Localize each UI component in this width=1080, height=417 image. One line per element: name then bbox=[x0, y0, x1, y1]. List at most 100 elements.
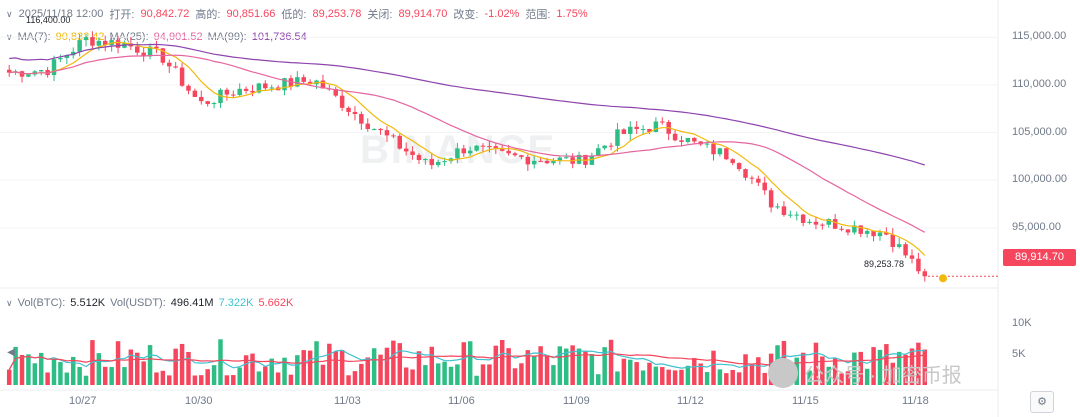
candle-body bbox=[711, 143, 716, 155]
ma99-line bbox=[9, 43, 925, 166]
volume-bar bbox=[922, 349, 928, 385]
volume-bar bbox=[884, 344, 889, 385]
volume-bar bbox=[660, 367, 665, 385]
candle-body bbox=[416, 154, 422, 161]
volume-bar bbox=[666, 369, 671, 385]
candle-body bbox=[512, 153, 518, 156]
candle-body bbox=[301, 77, 306, 82]
candle-body bbox=[211, 103, 217, 105]
close-value: 89,914.70 bbox=[398, 8, 448, 20]
scroll-left-icon[interactable]: ◀ bbox=[7, 347, 15, 358]
volume-bar bbox=[890, 362, 896, 385]
volume-bar bbox=[698, 363, 703, 385]
candle-body bbox=[384, 130, 390, 136]
close-label: 关闭: bbox=[367, 9, 393, 21]
ma-collapse-caret-icon[interactable]: ∨ bbox=[6, 31, 13, 42]
volume-bar bbox=[672, 370, 678, 385]
volume-bar bbox=[333, 351, 338, 385]
candle-body bbox=[224, 89, 230, 95]
candle-body bbox=[397, 135, 403, 149]
volume-bar bbox=[634, 362, 639, 385]
volume-bar bbox=[103, 366, 108, 385]
candle-body bbox=[237, 88, 242, 96]
volume-bar bbox=[916, 342, 921, 385]
ma7-line bbox=[9, 41, 926, 256]
candle-body bbox=[243, 88, 249, 91]
price-tick-label: 110,000.00 bbox=[1012, 77, 1067, 90]
volume-bar bbox=[736, 372, 742, 385]
candle-body bbox=[435, 162, 441, 166]
candle-body bbox=[6, 69, 12, 73]
volume-bar bbox=[480, 364, 486, 385]
candle-body bbox=[58, 58, 63, 60]
volume-bar bbox=[583, 350, 588, 385]
candle-body bbox=[679, 140, 684, 142]
volume-bar bbox=[506, 348, 511, 385]
candle-body bbox=[352, 111, 358, 115]
open-label: 打开: bbox=[109, 9, 135, 21]
high-label: 高的: bbox=[195, 9, 221, 21]
candle-body bbox=[660, 121, 665, 123]
candle-body bbox=[564, 157, 569, 159]
vol-collapse-caret-icon[interactable]: ∨ bbox=[6, 297, 13, 308]
candle-body bbox=[256, 83, 262, 93]
volume-legend: ∨ Vol(BTC): 5.512K Vol(USDT): 496.41M 7.… bbox=[6, 297, 293, 309]
date-tick-label: 11/12 bbox=[677, 395, 704, 407]
candle-body bbox=[77, 40, 82, 52]
candle-body bbox=[602, 145, 607, 149]
candle-body bbox=[269, 87, 274, 89]
settings-icon[interactable]: ⚙ bbox=[1030, 391, 1054, 413]
volume-bar bbox=[109, 367, 114, 385]
volume-bar bbox=[800, 352, 806, 385]
candle-body bbox=[90, 37, 95, 46]
candle-body bbox=[199, 96, 204, 102]
candle-body bbox=[474, 145, 479, 151]
volume-bar bbox=[135, 352, 140, 385]
volume-bar bbox=[576, 348, 582, 385]
candle-body bbox=[371, 128, 377, 130]
volume-bar bbox=[832, 358, 838, 385]
datetime: 2025/11/18 12:00 bbox=[18, 8, 104, 20]
candle-body bbox=[83, 37, 89, 41]
candle-body bbox=[890, 234, 896, 247]
collapse-caret-icon[interactable]: ∨ bbox=[6, 8, 13, 19]
candle-body bbox=[487, 146, 492, 148]
candle-body bbox=[589, 155, 595, 165]
volume-tick-label: 10K bbox=[1012, 317, 1032, 330]
candle-body bbox=[154, 46, 159, 49]
high-marker-label: 116,400.00 bbox=[26, 15, 71, 25]
volume-bar bbox=[647, 362, 652, 385]
candle-body bbox=[455, 148, 460, 159]
volume-bar bbox=[474, 375, 479, 385]
candle-body bbox=[794, 214, 799, 216]
candle-body bbox=[826, 219, 831, 225]
volume-bar bbox=[371, 348, 377, 385]
volume-bar bbox=[877, 349, 883, 385]
volume-bar bbox=[205, 369, 210, 385]
candle-body bbox=[307, 81, 313, 85]
volume-bar bbox=[589, 354, 595, 385]
volume-bar bbox=[269, 358, 274, 385]
volume-bar bbox=[224, 375, 230, 385]
volume-bar bbox=[467, 341, 473, 385]
volume-bar bbox=[26, 354, 31, 385]
volume-bar bbox=[211, 365, 217, 385]
volume-bar bbox=[237, 367, 242, 385]
candle-body bbox=[544, 160, 550, 164]
date-tick-label: 11/18 bbox=[902, 395, 929, 407]
volume-bar bbox=[570, 345, 575, 385]
volume-bar bbox=[13, 346, 18, 385]
current-price-badge: 89,914.70 bbox=[1003, 249, 1076, 266]
volume-bar bbox=[628, 359, 633, 385]
price-tick-label: 95,000.00 bbox=[1012, 220, 1061, 233]
candle-body bbox=[884, 232, 889, 235]
volume-bar bbox=[327, 343, 332, 385]
price-tick-label: 115,000.00 bbox=[1012, 30, 1067, 43]
candle-body bbox=[768, 190, 774, 208]
candle-body bbox=[896, 244, 902, 247]
volume-bar bbox=[384, 347, 390, 385]
volume-bar bbox=[871, 347, 876, 385]
volume-bar bbox=[96, 353, 102, 385]
volume-bar bbox=[167, 375, 172, 385]
